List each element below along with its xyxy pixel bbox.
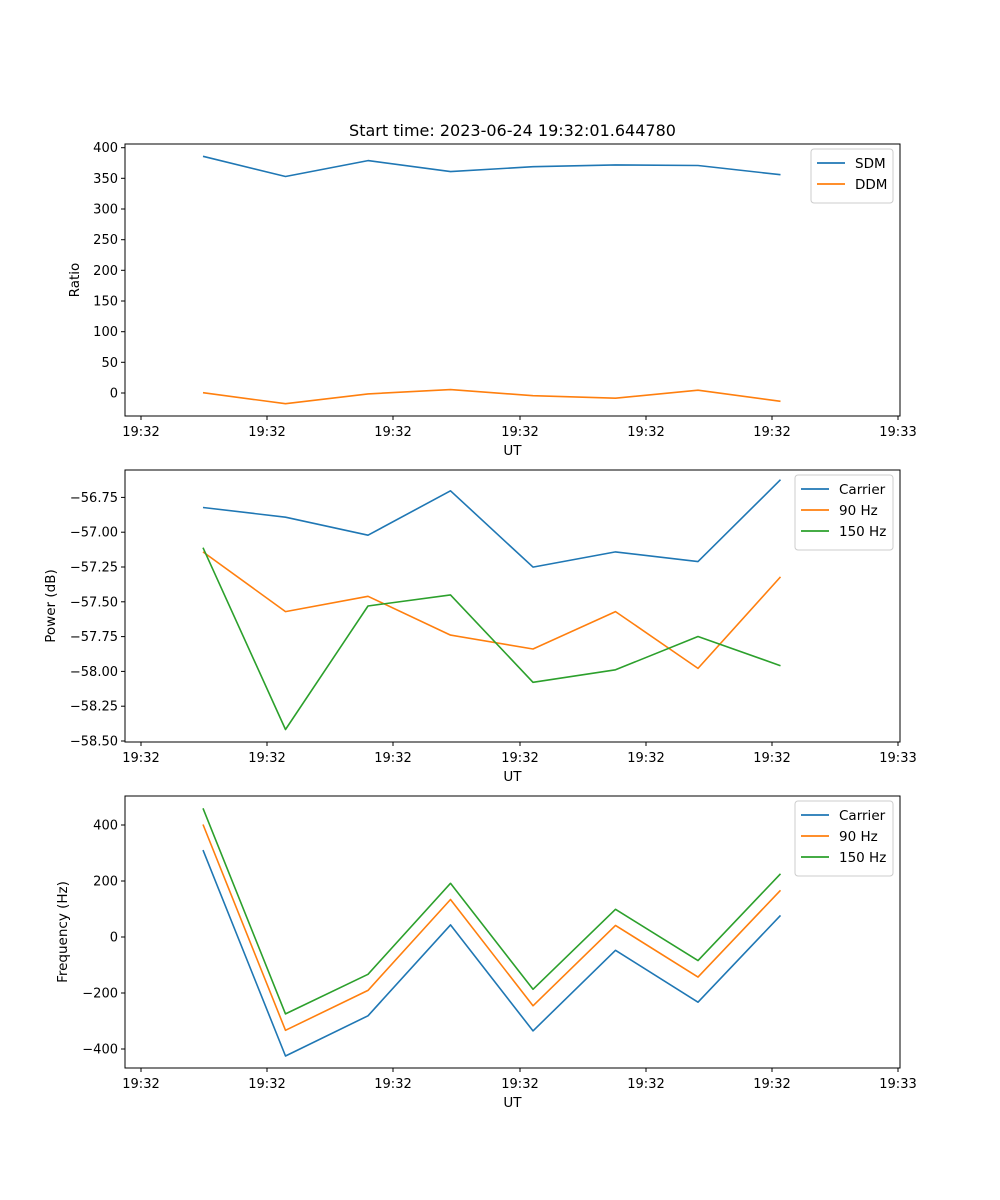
x-tick-label: 19:32 [248,751,285,766]
y-tick-label: −200 [82,987,118,1002]
series-line-sdm [202,155,781,178]
series-line-150-hz [202,808,782,1015]
y-tick-label: −56.75 [70,491,118,506]
legend-label: DDM [855,177,887,193]
series-line-ddm [202,388,781,405]
plot-frame [124,795,901,1069]
chart-panel-2: −58.50 −58.25 −58.00 −57.75 −57.50 −57.25 −57.… [43,469,917,785]
y-axis-label: Power (dB) [43,569,59,642]
y-tick-label: −58.00 [70,665,118,680]
chart-panel-3: −400 −200 0 200 400 19:32 19:32 19:32 19:32 19:32… [55,795,917,1111]
legend-label: Carrier [839,808,886,824]
legend: Carrier 90 Hz 150 Hz [794,800,894,877]
series-line-150-hz [202,547,781,731]
x-axis-label: UT [503,1095,522,1111]
x-tick-label: 19:32 [374,425,411,440]
y-tick-label: −57.75 [70,630,118,645]
y-tick-label: −57.50 [70,595,118,610]
x-tick-label: 19:33 [879,751,916,766]
x-tick-label: 19:33 [879,1077,916,1092]
x-tick-label: 19:32 [122,751,159,766]
legend-label: 90 Hz [839,503,878,519]
y-tick-label: −58.50 [70,735,118,750]
x-tick-label: 19:32 [753,425,790,440]
figure-title: Start time: 2023-06-24 19:32:01.644780 [349,121,676,140]
y-tick-label: 100 [93,325,118,340]
y-tick-label: 300 [93,203,118,218]
x-tick-label: 19:33 [879,425,916,440]
legend-label: SDM [855,156,886,172]
y-tick-label: −57.25 [70,561,118,576]
series-line-carrier [202,479,782,568]
x-tick-label: 19:32 [248,1077,285,1092]
y-axis-label: Ratio [67,263,83,298]
x-tick-label: 19:32 [753,1077,790,1092]
y-axis-label: Frequency (Hz) [55,881,71,983]
x-tick-label: 19:32 [627,425,664,440]
y-tick-label: 0 [110,387,118,402]
x-tick-label: 19:32 [374,1077,411,1092]
plot-frame [124,469,901,743]
legend-label: 150 Hz [839,850,886,866]
x-tick-label: 19:32 [501,751,538,766]
x-tick-label: 19:32 [501,1077,538,1092]
y-tick-label: 200 [93,875,118,890]
y-tick-label: 50 [101,356,118,371]
x-tick-label: 19:32 [501,425,538,440]
y-tick-label: 350 [93,172,118,187]
x-tick-label: 19:32 [122,425,159,440]
y-tick-label: −400 [82,1043,118,1058]
x-tick-label: 19:32 [753,751,790,766]
legend-label: 150 Hz [839,524,886,540]
x-tick-label: 19:32 [248,425,285,440]
y-tick-label: 150 [93,295,118,310]
chart-panel-1: 0 50 100 150 200 250 300 350 400 19:32 19:32 19:32 1… [67,141,917,459]
x-axis-label: UT [503,443,522,459]
y-tick-label: 250 [93,233,118,248]
legend-label: Carrier [839,482,886,498]
series-line-carrier [202,849,782,1057]
x-tick-label: 19:32 [627,1077,664,1092]
x-tick-label: 19:32 [122,1077,159,1092]
y-tick-label: 400 [93,141,118,156]
y-tick-label: 0 [110,931,118,946]
series-line-90-hz [202,824,782,1032]
legend: Carrier 90 Hz 150 Hz [794,474,894,551]
x-axis-label: UT [503,769,522,785]
y-tick-label: −57.00 [70,526,118,541]
y-tick-label: −58.25 [70,700,118,715]
series-line-90-hz [202,551,782,670]
x-tick-label: 19:32 [627,751,664,766]
legend-label: 90 Hz [839,829,878,845]
y-tick-label: 200 [93,264,118,279]
y-tick-label: 400 [93,819,118,834]
legend: SDM DDM [810,148,894,204]
x-tick-label: 19:32 [374,751,411,766]
plot-frame [124,143,901,417]
